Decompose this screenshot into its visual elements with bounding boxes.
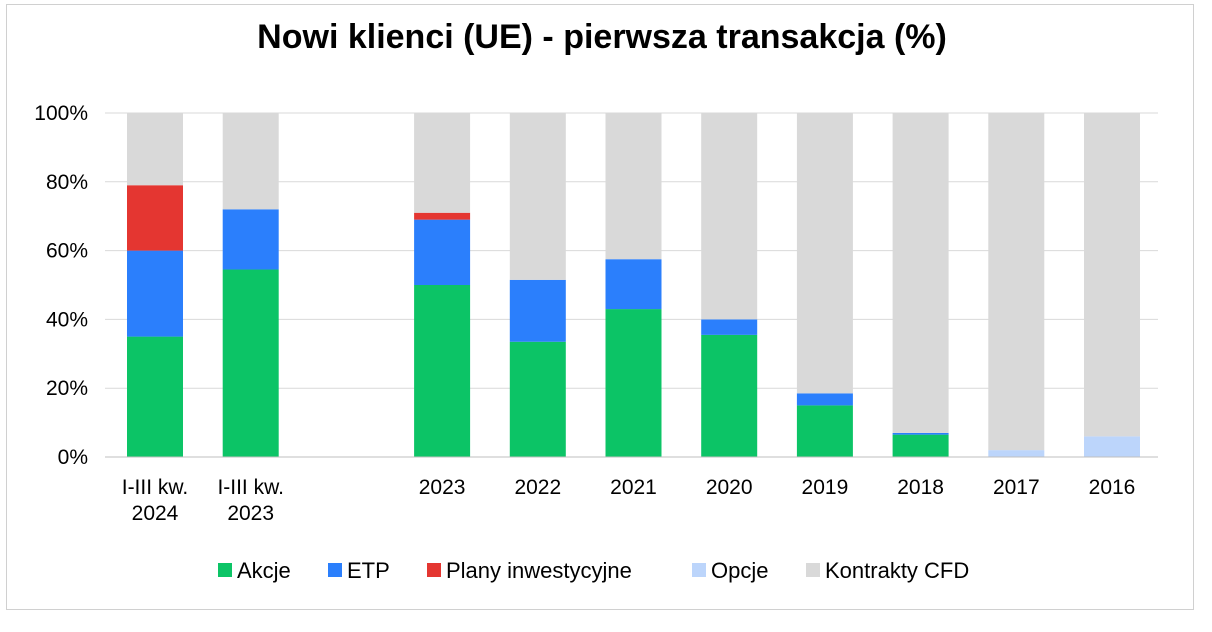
- x-tick-label: 2019: [802, 476, 849, 499]
- bar-stack: [1084, 113, 1140, 457]
- y-tick-label: 100%: [34, 102, 88, 125]
- bar-segment: [605, 113, 662, 260]
- y-tick-label: 60%: [46, 240, 88, 263]
- x-tick-label: I-III kw.: [217, 476, 284, 499]
- legend-label: Kontrakty CFD: [825, 558, 969, 583]
- legend-swatch: [427, 563, 441, 577]
- bar-segment: [127, 336, 183, 457]
- bar-segment: [127, 113, 183, 186]
- legend-label: Akcje: [237, 558, 291, 583]
- bar-segment: [892, 113, 949, 433]
- bar-stack: [127, 113, 183, 457]
- bar-segment: [701, 113, 758, 320]
- bar-segment: [509, 113, 566, 280]
- bar-segment: [222, 113, 279, 210]
- x-tick-label: 2016: [1089, 476, 1136, 499]
- bar-segment: [222, 269, 279, 457]
- x-tick-label: 2024: [132, 502, 179, 525]
- bar-segment: [414, 219, 471, 285]
- legend-label: Opcje: [711, 558, 768, 583]
- legend-swatch: [692, 563, 706, 577]
- legend-swatch: [806, 563, 820, 577]
- x-tick-label: 2023: [227, 502, 274, 525]
- bar-segment: [414, 113, 471, 213]
- bar-segment: [127, 250, 183, 337]
- bar-segment: [1084, 113, 1140, 437]
- bar-stack: [796, 113, 853, 457]
- bar-segment: [127, 185, 183, 251]
- bar-segment: [605, 309, 662, 457]
- bar-segment: [414, 285, 471, 457]
- bar-segment: [222, 209, 279, 270]
- bar-stack: [701, 113, 758, 457]
- bar-stack: [509, 113, 566, 457]
- x-tick-label: 2020: [706, 476, 753, 499]
- bar-segment: [509, 279, 566, 342]
- bar-segment: [509, 341, 566, 457]
- y-tick-label: 0%: [58, 446, 88, 469]
- legend-swatch: [218, 563, 232, 577]
- legend-label: ETP: [347, 558, 390, 583]
- legend-label: Plany inwestycyjne: [446, 558, 632, 583]
- x-tick-label: 2023: [419, 476, 466, 499]
- x-tick-label: 2017: [993, 476, 1040, 499]
- bar-segment: [892, 434, 949, 457]
- x-tick-label: I-III kw.: [122, 476, 189, 499]
- bar-segment: [701, 319, 758, 335]
- bar-stack: [605, 113, 662, 457]
- chart-title: Nowi klienci (UE) - pierwsza transakcja …: [257, 18, 947, 56]
- y-tick-label: 20%: [46, 377, 88, 400]
- bar-segment: [701, 334, 758, 457]
- bar-segment: [1084, 436, 1140, 457]
- bar-segment: [796, 113, 853, 394]
- x-axis: I-III kw. 2024 I-III kw. 2023 2023 2022 2021 20…: [105, 456, 1158, 525]
- bar-stack: [222, 113, 279, 457]
- bar-segment: [988, 450, 1045, 457]
- bar-segment: [892, 432, 949, 435]
- bar-segment: [605, 259, 662, 310]
- bars: [127, 113, 1140, 457]
- y-tick-label: 40%: [46, 308, 88, 331]
- bar-segment: [414, 212, 471, 220]
- bar-stack: [414, 113, 471, 457]
- legend: Akcje ETP Plany inwestycyjne Opcje Kontrakty…: [218, 558, 969, 583]
- x-tick-label: 2021: [610, 476, 657, 499]
- bar-stack: [988, 113, 1045, 457]
- bar-segment: [988, 113, 1045, 451]
- bar-segment: [796, 393, 853, 406]
- y-tick-label: 80%: [46, 171, 88, 194]
- x-tick-label: 2022: [514, 476, 561, 499]
- x-tick-label: 2018: [897, 476, 944, 499]
- legend-swatch: [328, 563, 342, 577]
- bar-stack: [892, 113, 949, 457]
- bar-segment: [796, 405, 853, 457]
- y-axis: 0% 20% 40% 60% 80% 100%: [34, 102, 88, 469]
